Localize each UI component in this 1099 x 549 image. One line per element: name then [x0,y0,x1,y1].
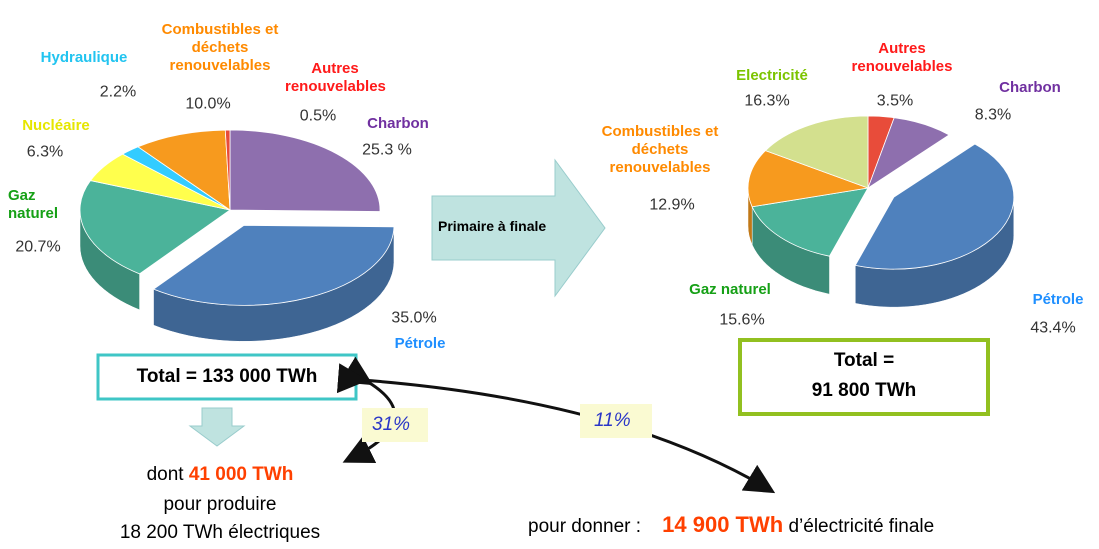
pie-slice [747,150,870,208]
note-text: d’électricité finale [788,516,935,537]
data-label: 43.4% [1030,319,1076,337]
total-label: 91 800 TWh [811,380,917,401]
note-text: dont [146,464,184,485]
note: dont 41 000 TWh [120,464,320,486]
pie-slice [854,143,1015,270]
legend-label: Pétrole [394,335,446,352]
ratio-box [580,404,652,438]
data-label: 20.7% [15,238,61,256]
pie-slice [229,129,381,212]
ratio-box [362,408,428,442]
data-label: 0.5% [299,107,337,125]
ratio-label: 11% [594,410,631,431]
pie-slice [224,129,231,211]
data-label: 8.3% [974,106,1012,124]
data-label: 35.0% [391,309,437,327]
legend-label: Autres renouvelables [851,40,953,75]
note-text: 18 200 TWh électriques [119,522,321,543]
legend-label: Gaz naturel [689,281,771,298]
total-label: Total = 133 000 TWh [136,366,318,387]
legend-label: Combustibles et déchets renouvelables [601,123,719,176]
legend-label: Hydraulique [40,49,128,66]
pie-slice [137,129,231,211]
legend-label: Autres renouvelables [285,60,386,95]
legend-label: Gaz naturel [8,187,59,222]
data-label: 10.0% [185,95,231,113]
note: pour donner : 14 900 TWh d’électricité f… [528,512,934,538]
legend-label: Electricité [736,67,808,84]
legend-label: Combustibles et déchets renouvelables [161,21,279,74]
pie-slice [751,187,869,257]
note-amount: 14 900 TWh [662,512,784,537]
legend-label: Nucléaire [22,117,90,134]
pie-slice [867,117,950,190]
data-label: 3.5% [876,92,914,110]
data-label: 25.3 % [362,141,412,159]
total-box [738,338,990,416]
note-amount: 41 000 TWh [188,464,294,485]
note-text: pour donner : [528,516,642,537]
ratio-label: 31% [372,414,411,435]
legend-label: Charbon [999,79,1061,96]
legend-label: Charbon [367,115,429,132]
down-arrow [188,407,246,447]
data-label: 12.9% [649,196,695,214]
total-label: Total = [833,350,895,371]
data-label: 15.6% [719,311,765,329]
pie-slice [79,180,231,275]
data-label: 2.2% [99,83,137,101]
data-label: 6.3% [26,143,64,161]
legend-label: Pétrole [1032,291,1084,308]
pie-slice [152,224,395,306]
pie-slice [764,115,869,189]
arrow-label: Primaire à finale [438,218,547,234]
data-label: 16.3% [744,92,790,110]
process-arrow [431,158,606,298]
note-text: pour produire [163,494,277,515]
